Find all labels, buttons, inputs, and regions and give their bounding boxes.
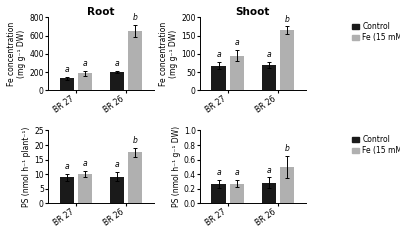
Bar — [110, 72, 124, 90]
Legend: Control, Fe (15 mM): Control, Fe (15 mM) — [352, 21, 400, 43]
Text: a: a — [216, 168, 221, 177]
Text: a: a — [266, 166, 271, 175]
Text: a: a — [216, 50, 221, 59]
Bar — [78, 174, 92, 203]
Title: Root: Root — [87, 7, 115, 17]
Text: b: b — [284, 15, 290, 24]
Bar — [128, 31, 142, 90]
Text: a: a — [82, 59, 87, 68]
Bar — [128, 152, 142, 203]
Text: a: a — [266, 50, 271, 59]
Text: a: a — [234, 38, 239, 47]
Bar — [60, 78, 74, 90]
Text: a: a — [115, 160, 119, 169]
Bar — [280, 167, 294, 203]
Bar — [280, 30, 294, 90]
Bar — [212, 184, 226, 203]
Bar — [230, 56, 244, 90]
Y-axis label: Fe concentration
(mg g⁻¹ DW): Fe concentration (mg g⁻¹ DW) — [7, 22, 26, 86]
Bar — [212, 65, 226, 90]
Text: b: b — [133, 136, 138, 145]
Text: b: b — [133, 13, 138, 22]
Text: a: a — [115, 59, 119, 68]
Text: a: a — [64, 65, 69, 74]
Title: Shoot: Shoot — [236, 7, 270, 17]
Text: a: a — [64, 162, 69, 171]
Y-axis label: Fe concentration
(mg g⁻¹ DW): Fe concentration (mg g⁻¹ DW) — [159, 22, 178, 86]
Text: b: b — [284, 144, 290, 153]
Y-axis label: PS (nmol h⁻¹ g⁻¹ DW): PS (nmol h⁻¹ g⁻¹ DW) — [172, 126, 181, 207]
Bar — [110, 177, 124, 203]
Text: a: a — [234, 168, 239, 177]
Bar — [78, 73, 92, 90]
Bar — [230, 184, 244, 203]
Bar — [262, 183, 276, 203]
Text: a: a — [82, 159, 87, 168]
Y-axis label: PS (nmol h⁻¹ plant⁻¹): PS (nmol h⁻¹ plant⁻¹) — [22, 127, 32, 207]
Bar — [262, 65, 276, 90]
Legend: Control, Fe (15 mM): Control, Fe (15 mM) — [352, 134, 400, 156]
Bar — [60, 177, 74, 203]
